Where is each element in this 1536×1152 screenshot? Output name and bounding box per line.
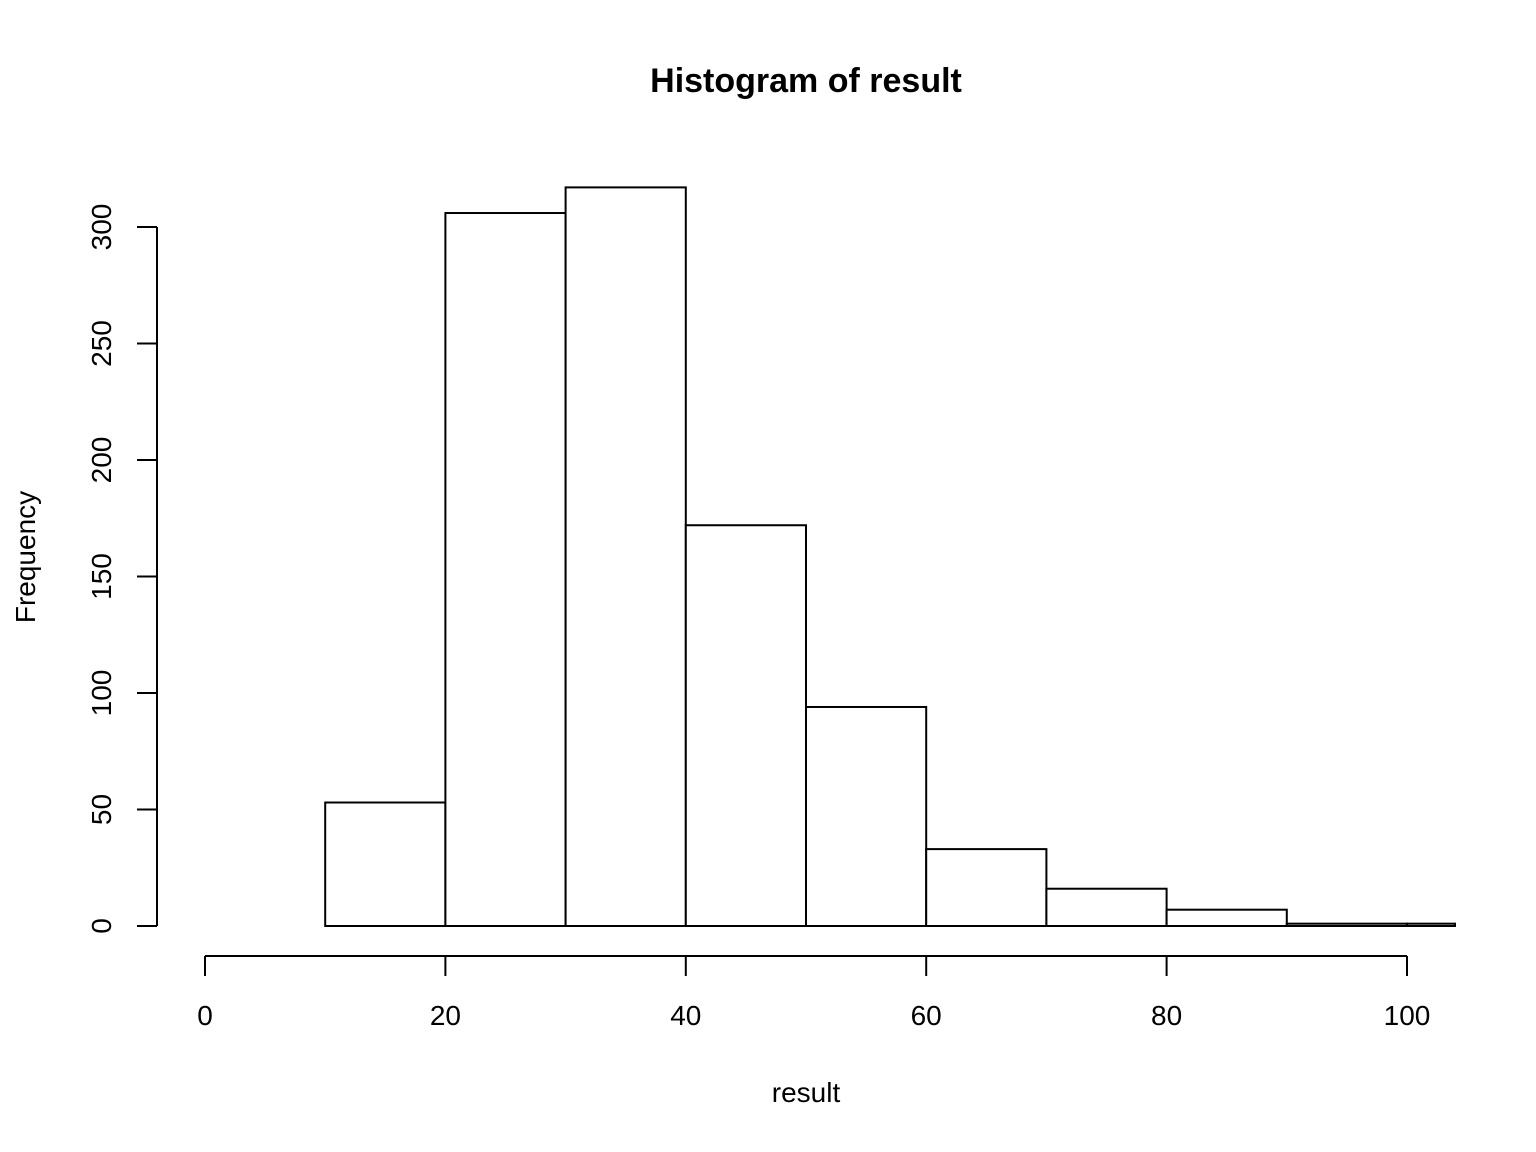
histogram-bar-1 xyxy=(444,212,567,927)
y-tick-label-250: 250 xyxy=(86,320,117,367)
x-tick-label-0: 0 xyxy=(197,1000,213,1031)
x-axis: 0 20 40 60 80 100 xyxy=(197,955,1431,1031)
histogram-bar-4 xyxy=(805,705,928,927)
histogram-bar-5 xyxy=(925,848,1048,927)
y-tick-label-0: 0 xyxy=(86,918,117,934)
x-tick-label-20: 20 xyxy=(430,1000,461,1031)
histogram-bar-3 xyxy=(684,524,807,927)
chart-title: Histogram of result xyxy=(650,62,962,100)
histogram-bar-0 xyxy=(324,801,447,928)
y-tick-label-300: 300 xyxy=(86,204,117,251)
x-tick-label-80: 80 xyxy=(1151,1000,1182,1031)
histogram-bar-8 xyxy=(1285,922,1409,927)
histogram-bar-6 xyxy=(1045,887,1168,927)
y-axis-label: Frequency xyxy=(10,491,41,623)
y-tick-label-150: 150 xyxy=(86,553,117,600)
y-tick-label-200: 200 xyxy=(86,437,117,484)
x-tick-label-60: 60 xyxy=(911,1000,942,1031)
x-tick-label-40: 40 xyxy=(670,1000,701,1031)
x-tick-label-100: 100 xyxy=(1384,1000,1431,1031)
y-tick-label-100: 100 xyxy=(86,670,117,717)
y-tick-label-50: 50 xyxy=(86,794,117,825)
y-axis: 0 50 100 150 200 250 300 xyxy=(86,204,158,934)
histogram-bar-9 xyxy=(1406,922,1456,927)
bars-group xyxy=(324,186,1456,928)
histogram-bar-7 xyxy=(1165,908,1288,928)
x-axis-label: result xyxy=(772,1077,841,1108)
histogram-bar-2 xyxy=(564,186,687,927)
